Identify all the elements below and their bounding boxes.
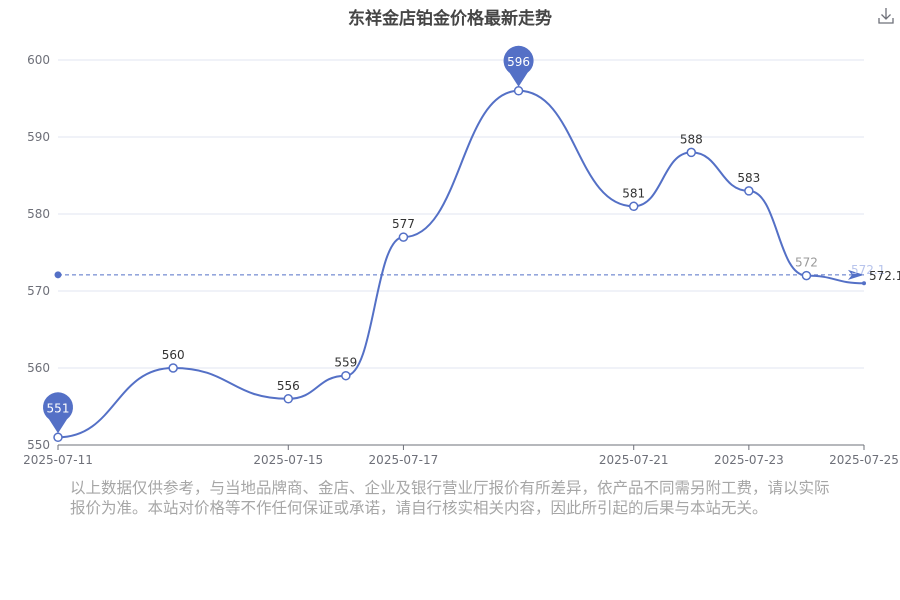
data-label: 572	[795, 256, 818, 270]
average-line-label: 572.1	[869, 269, 900, 283]
y-tick-label: 570	[27, 284, 50, 298]
disclaimer-text: 以上数据仅供参考，与当地品牌商、金店、企业及银行营业厅报价有所差异，依产品不同需…	[70, 479, 830, 517]
data-label: 581	[622, 186, 645, 200]
y-tick-label: 600	[27, 53, 50, 67]
data-point	[686, 147, 697, 158]
grid-lines	[58, 59, 864, 369]
data-point	[53, 432, 63, 443]
data-labels: 560 556 559 577 581 588 583 572	[162, 132, 818, 392]
y-tick-label: 580	[27, 207, 50, 221]
y-tick-label: 550	[27, 438, 50, 452]
average-faded-label: 572.1	[851, 263, 885, 277]
data-label: 588	[680, 132, 703, 146]
average-line-start	[54, 271, 62, 279]
max-marker-pin	[503, 45, 534, 87]
data-point	[398, 232, 409, 242]
markers: 596 551	[43, 45, 534, 434]
data-label: 583	[737, 171, 760, 185]
max-marker-pin-label: 596	[507, 55, 530, 69]
x-tick-label: 2025-07-25	[829, 453, 899, 467]
axes: 550 560 570 580 590 600 2025-07-11 2025-07-15 20…	[23, 53, 899, 467]
min-marker-pin	[43, 392, 74, 434]
data-point	[168, 363, 178, 373]
x-tick-label: 2025-07-11	[23, 453, 93, 467]
data-point	[628, 201, 639, 212]
data-label: 556	[277, 379, 300, 393]
data-label: 559	[334, 356, 357, 370]
data-point	[744, 186, 754, 196]
line-chart: 550 560 570 580 590 600 2025-07-11 2025-07-15 20…	[23, 45, 900, 467]
x-tick-label: 2025-07-23	[714, 453, 784, 467]
x-tick-label: 2025-07-21	[599, 453, 669, 467]
data-point	[341, 370, 351, 381]
series-line	[57, 89, 865, 439]
data-point	[513, 86, 524, 96]
x-tick-label: 2025-07-15	[253, 453, 323, 467]
data-label: 560	[162, 348, 185, 362]
data-label: 577	[392, 217, 415, 231]
download-icon[interactable]	[876, 6, 896, 26]
y-tick-label: 560	[27, 361, 50, 375]
x-tick-label: 2025-07-17	[369, 453, 439, 467]
y-tick-label: 590	[27, 130, 50, 144]
average-line-arrow	[848, 269, 864, 280]
data-point	[862, 281, 866, 286]
chart-title: 东祥金店铂金价格最新走势	[348, 9, 552, 29]
price-series	[53, 86, 866, 443]
data-point	[801, 270, 812, 281]
data-point	[283, 394, 294, 404]
min-marker-pin-label: 551	[47, 401, 70, 415]
